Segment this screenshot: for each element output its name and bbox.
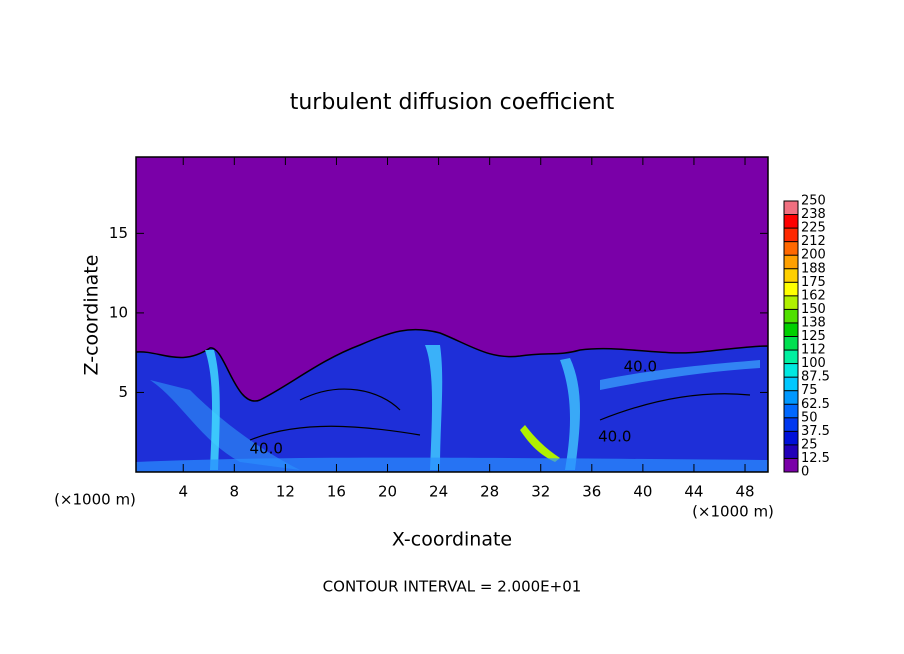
colorbar-label: 150 (801, 302, 826, 317)
colorbar-bin (784, 377, 798, 391)
contour-label: 40.0 (624, 358, 657, 376)
colorbar-bin (784, 255, 798, 269)
x-tick-label: 24 (429, 483, 448, 501)
colorbar-label: 212 (801, 234, 826, 249)
colorbar-bin (784, 350, 798, 364)
x-axis-label: X-coordinate (392, 529, 512, 551)
colorbar-label: 125 (801, 329, 826, 344)
streak (520, 425, 560, 462)
y-tick-label: 10 (109, 303, 128, 321)
colorbar-label: 188 (801, 261, 826, 276)
colorbar-bin (784, 214, 798, 229)
colorbar-bin (784, 363, 798, 378)
colorbar-bin (784, 404, 798, 418)
x-tick-label: 44 (684, 483, 703, 501)
colorbar-label: 50 (801, 410, 818, 425)
colorbar-bin (784, 431, 798, 445)
colorbar-label: 250 (801, 194, 826, 209)
colorbar-label: 200 (801, 248, 826, 263)
colorbar-bin (784, 228, 798, 242)
colorbar-bin (784, 309, 798, 323)
streak (150, 380, 300, 470)
colorbar-bin (784, 268, 798, 283)
colorbar-label: 0 (801, 465, 809, 480)
x-tick-label: 28 (480, 483, 499, 501)
streak (600, 360, 760, 390)
colorbar-bin (784, 390, 798, 405)
colorbar-label: 175 (801, 275, 826, 290)
x-tick-label: 48 (735, 483, 754, 501)
colorbar-label: 238 (801, 207, 826, 222)
turbulent-region (136, 328, 768, 472)
contour-line (249, 388, 751, 441)
colorbar-bin (784, 322, 798, 337)
x-tick-label: 36 (582, 483, 601, 501)
x-tick-label: 40 (633, 483, 652, 501)
colorbar-bin (784, 201, 798, 215)
x-tick-label: 4 (178, 483, 188, 501)
streak (205, 350, 220, 470)
colorbar-label: 37.5 (801, 424, 830, 439)
y-unit: (×1000 m) (54, 491, 136, 509)
colorbar-label: 75 (801, 383, 818, 398)
streak (560, 358, 580, 470)
colorbar-bin (784, 295, 798, 310)
streak (425, 345, 443, 470)
colorbar-label: 87.5 (801, 370, 830, 385)
colorbar-label: 112 (801, 343, 826, 358)
colorbar-label: 225 (801, 221, 826, 236)
colorbar-label: 12.5 (801, 451, 830, 466)
x-unit: (×1000 m) (692, 503, 774, 521)
streak (136, 457, 768, 472)
colorbar-bin (784, 458, 798, 472)
colorbar-bin (784, 336, 798, 351)
x-tick-label: 16 (327, 483, 346, 501)
y-axis-label: Z-coordinate (81, 255, 103, 376)
colorbar-label: 162 (801, 288, 826, 303)
contour-label: 40.0 (250, 439, 283, 457)
colorbar-bin (784, 417, 798, 432)
field (136, 157, 768, 472)
footnote: CONTOUR INTERVAL = 2.000E+01 (323, 578, 582, 596)
plot-frame (135, 156, 769, 473)
x-tick-label: 20 (378, 483, 397, 501)
colorbar-label: 25 (801, 437, 818, 452)
colorbar-bin (784, 241, 798, 256)
colorbar-label: 100 (801, 356, 826, 371)
x-tick-label: 32 (531, 483, 550, 501)
y-tick-label: 5 (118, 383, 128, 401)
x-tick-label: 8 (230, 483, 240, 501)
colorbar-label: 62.5 (801, 397, 830, 412)
chart-title: turbulent diffusion coefficient (290, 90, 615, 115)
colorbar-bin (784, 444, 798, 459)
x-tick-label: 12 (276, 483, 295, 501)
y-tick-label: 15 (109, 224, 128, 242)
contour-label: 40.0 (598, 428, 631, 446)
colorbar-label: 138 (801, 315, 826, 330)
colorbar-bin (784, 282, 798, 296)
